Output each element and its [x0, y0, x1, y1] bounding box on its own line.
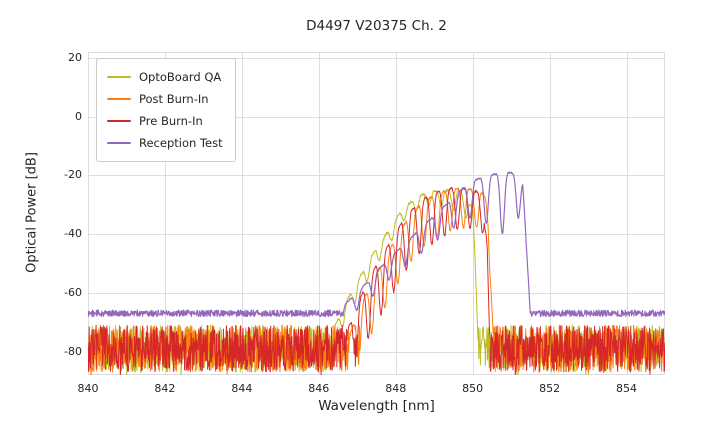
legend-item: OptoBoard QA: [107, 66, 223, 88]
y-tick-label: -60: [64, 285, 82, 299]
legend-item-label: Post Burn-In: [139, 92, 209, 106]
x-tick-label: 840: [77, 382, 99, 395]
x-tick-label: 854: [616, 382, 638, 395]
x-tick-label: 842: [154, 382, 176, 395]
y-axis-label: Optical Power [dB]: [24, 152, 40, 273]
x-tick-label: 852: [539, 382, 561, 395]
legend-item: Pre Burn-In: [107, 110, 223, 132]
y-tick-label: 20: [68, 50, 82, 64]
legend: OptoBoard QA Post Burn-In Pre Burn-In Recep…: [96, 58, 236, 162]
legend-line-swatch: [107, 141, 131, 145]
x-tick-label: 844: [231, 382, 253, 395]
y-tick-label: -20: [64, 168, 82, 182]
x-tick-label: 848: [385, 382, 407, 395]
legend-line-swatch: [107, 97, 131, 101]
x-tick-label: 846: [308, 382, 330, 395]
y-tick-label: 0: [75, 109, 82, 123]
legend-item-label: OptoBoard QA: [139, 70, 222, 84]
x-tick-label: 850: [462, 382, 484, 395]
chart-title: D4497 V20375 Ch. 2: [306, 18, 447, 34]
legend-item: Post Burn-In: [107, 88, 223, 110]
legend-item-label: Pre Burn-In: [139, 114, 203, 128]
x-axis-label: Wavelength [nm]: [318, 398, 435, 414]
legend-line-swatch: [107, 119, 131, 123]
y-tick-label: -40: [64, 227, 82, 241]
legend-item: Reception Test: [107, 132, 223, 154]
legend-line-swatch: [107, 75, 131, 79]
legend-item-label: Reception Test: [139, 136, 223, 150]
y-tick-label: -80: [64, 344, 82, 358]
